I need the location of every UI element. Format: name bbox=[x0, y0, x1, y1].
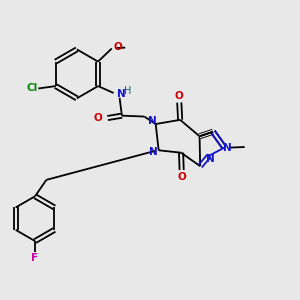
Text: N: N bbox=[149, 147, 158, 157]
Text: N: N bbox=[117, 89, 125, 100]
Text: O: O bbox=[94, 113, 102, 123]
Text: N: N bbox=[206, 154, 214, 164]
Text: F: F bbox=[32, 253, 39, 263]
Text: N: N bbox=[223, 143, 232, 153]
Text: O: O bbox=[177, 172, 186, 182]
Text: H: H bbox=[124, 86, 131, 96]
Text: N: N bbox=[148, 116, 157, 126]
Text: O: O bbox=[113, 42, 122, 52]
Text: Cl: Cl bbox=[26, 83, 38, 94]
Text: O: O bbox=[175, 91, 184, 101]
